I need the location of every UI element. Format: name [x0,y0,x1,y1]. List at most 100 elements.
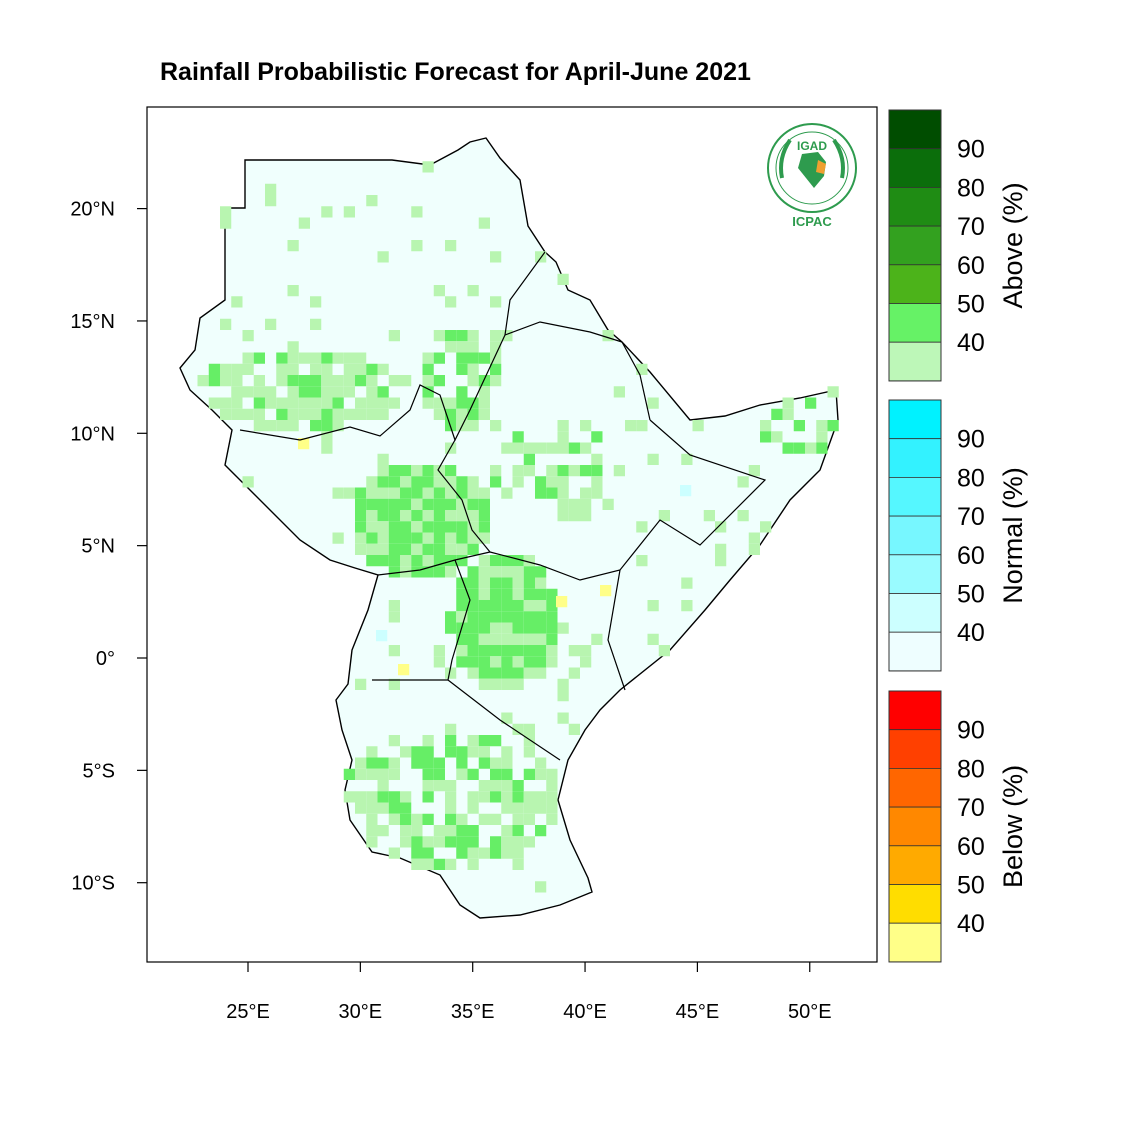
forecast-cell [411,813,423,825]
forecast-cell [501,577,513,589]
forecast-cell [445,476,457,488]
forecast-cell [298,375,310,387]
forecast-cell [490,577,502,589]
legend-label: 80 [957,464,985,492]
forecast-cell [501,656,513,668]
forecast-cell [388,802,400,814]
forecast-cell [647,453,659,465]
forecast-cell [377,791,389,803]
forecast-cell [827,420,839,432]
legend-swatch [888,515,942,556]
forecast-cell [366,397,378,409]
forecast-cell [332,375,344,387]
forecast-cell [456,532,468,544]
forecast-cell [231,375,243,387]
forecast-cell [478,588,490,600]
forecast-cell [445,487,457,499]
forecast-cell [467,791,479,803]
forecast-cell [253,397,265,409]
forecast-cell [433,352,445,364]
forecast-cell [535,442,547,454]
forecast-cell [490,611,502,623]
forecast-cell [377,386,389,398]
forecast-cell [433,498,445,510]
forecast-cell [523,465,535,477]
border-kenya-ethiopia [489,419,767,581]
legend-above: 90 80 70 60 50 40 Above (%) [888,109,1028,382]
forecast-cell [647,397,659,409]
forecast-cell [523,802,535,814]
forecast-cell [478,521,490,533]
forecast-cell [400,746,412,758]
forecast-cell [388,465,400,477]
forecast-cell [535,802,547,814]
forecast-cell [580,465,592,477]
forecast-cell [377,476,389,488]
forecast-cell [490,566,502,578]
forecast-cell [546,791,558,803]
igad-icpac-logo: IGAD ICPAC [767,123,857,229]
forecast-cell [433,465,445,477]
forecast-cell [467,341,479,353]
forecast-cell [501,330,513,342]
forecast-cell [535,667,547,679]
legend-frame [888,399,942,672]
forecast-cell [512,667,524,679]
forecast-cell [501,678,513,690]
forecast-cell [332,397,344,409]
forecast-cell [523,791,535,803]
forecast-cell [253,352,265,364]
forecast-cell [535,600,547,612]
forecast-cell [388,375,400,387]
forecast-cell [535,611,547,623]
forecast-cell [433,555,445,567]
legend-label: 40 [957,910,985,938]
forecast-cell [478,633,490,645]
forecast-cell [388,768,400,780]
forecast-cell [490,678,502,690]
forecast-cell [658,645,670,657]
forecast-cell [478,498,490,510]
forecast-cell [467,521,479,533]
forecast-cell [456,600,468,612]
forecast-cell [568,442,580,454]
forecast-cell [321,386,333,398]
forecast-cell [400,498,412,510]
forecast-cell [377,397,389,409]
legend-swatch [888,884,942,924]
forecast-cell [501,611,513,623]
forecast-cell [467,858,479,870]
forecast-cell [490,555,502,567]
forecast-cell [501,836,513,848]
forecast-cell [490,465,502,477]
legend-normal: 90 80 70 60 50 40 Normal (%) [888,399,1028,672]
forecast-cell [647,600,659,612]
forecast-cell [523,633,535,645]
forecast-cell [478,510,490,522]
forecast-cell [490,667,502,679]
forecast-cell [557,487,569,499]
forecast-cell [388,510,400,522]
forecast-cell [411,521,423,533]
forecast-cell [512,555,524,567]
forecast-cell [490,330,502,342]
forecast-cell [478,656,490,668]
forecast-cell [737,510,749,522]
legend-title: Below (%) [998,765,1028,888]
forecast-cell [287,397,299,409]
forecast-cell [433,510,445,522]
forecast-cell [422,735,434,747]
forecast-cell [602,330,614,342]
legend-swatch [888,438,942,478]
forecast-cell [298,438,310,450]
forecast-cell [467,645,479,657]
forecast-cell [467,510,479,522]
forecast-cell [220,375,232,387]
forecast-cell [467,566,479,578]
forecast-cell [501,780,513,792]
legend-swatch [888,922,942,963]
forecast-cell [287,375,299,387]
forecast-cell [490,588,502,600]
forecast-cell [265,420,277,432]
